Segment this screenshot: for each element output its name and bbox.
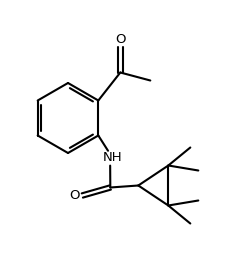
Text: NH: NH — [102, 151, 122, 164]
Text: O: O — [69, 189, 79, 202]
Text: O: O — [115, 33, 125, 46]
